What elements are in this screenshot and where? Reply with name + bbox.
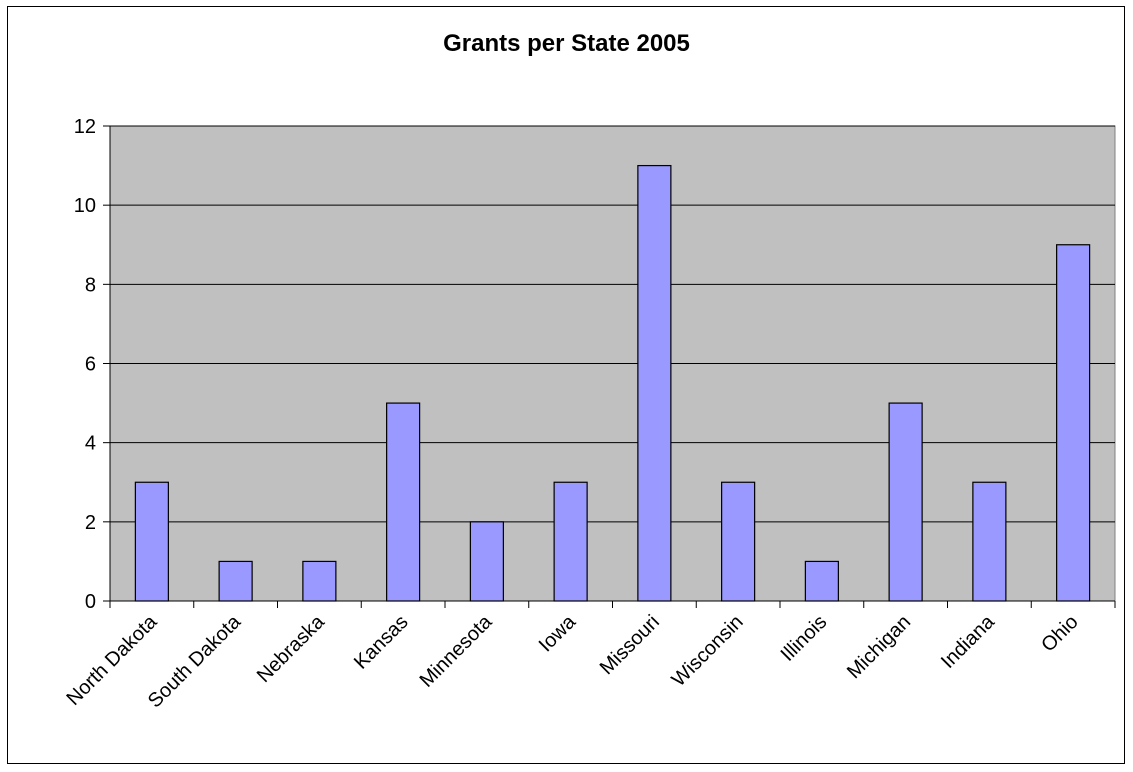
x-tick-label: Wisconsin	[668, 611, 748, 691]
bar-north-dakota	[134, 481, 169, 602]
bar-ohio	[1056, 244, 1091, 602]
bar-south-dakota	[218, 560, 253, 602]
x-tick-label: Ohio	[1037, 611, 1082, 656]
bar-minnesota	[469, 521, 504, 602]
x-tick-label: Iowa	[535, 610, 581, 656]
bar-iowa	[553, 481, 588, 602]
bar-michigan	[888, 402, 923, 602]
bar-nebraska	[302, 560, 337, 602]
x-tick-label: Nebraska	[253, 610, 330, 687]
chart-title: Grants per State 2005	[443, 30, 690, 57]
y-tick-label: 0	[85, 591, 96, 613]
x-tick-label: Missouri	[596, 611, 664, 679]
y-tick-labels: 0 2 4 6 8 10 12	[74, 116, 96, 613]
y-tick-label: 12	[74, 116, 96, 138]
bar-indiana	[972, 481, 1007, 602]
x-tick-label: Michigan	[843, 611, 915, 683]
y-tick-label: 6	[85, 354, 96, 376]
x-tick-label: Minnesota	[416, 610, 497, 691]
gridlines	[110, 125, 1115, 523]
y-tick-label: 4	[85, 433, 96, 455]
bars	[134, 164, 1091, 602]
x-tick-label: Illinois	[777, 611, 832, 666]
bar-missouri	[637, 164, 672, 602]
bar-illinois	[804, 560, 839, 602]
x-tick-label: Kansas	[350, 611, 413, 674]
y-tick-label: 2	[85, 512, 96, 534]
y-tick-label: 8	[85, 274, 96, 296]
axes	[103, 125, 1116, 608]
bar-kansas	[386, 402, 421, 602]
bar-wisconsin	[721, 481, 756, 602]
y-tick-label: 10	[74, 195, 96, 217]
x-tick-label: Indiana	[937, 610, 1000, 673]
